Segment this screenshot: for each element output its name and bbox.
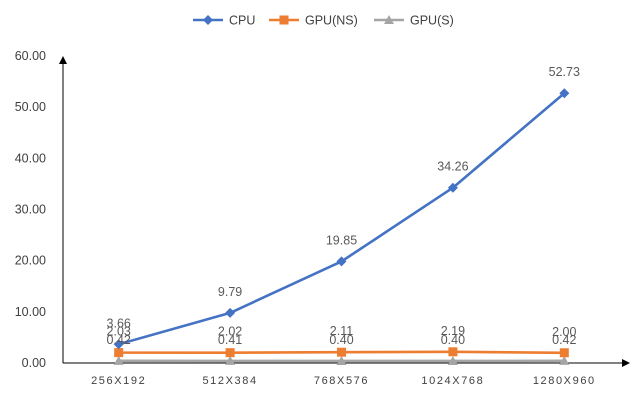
legend-marker: [279, 15, 289, 25]
data-label: 2.11: [330, 324, 353, 338]
data-label: 3.66: [107, 316, 131, 330]
data-label: 0.40: [441, 333, 465, 347]
y-axis-arrow: [59, 56, 67, 64]
data-label: 0.40: [329, 333, 353, 347]
legend-label: CPU: [229, 14, 255, 28]
data-label: 2.03: [107, 325, 131, 339]
x-axis-ticks: 256X192 512X384 768X576 1024X768 1280X960: [91, 375, 596, 387]
x-axis-arrow: [622, 359, 630, 367]
data-point: [447, 182, 458, 193]
legend-marker: [203, 15, 213, 25]
data-point: [336, 355, 347, 365]
y-tick-label: 0.00: [22, 356, 46, 370]
x-tick-label: 768X576: [314, 375, 369, 387]
data-label: 0.41: [218, 333, 242, 347]
data-labels: 3.66 9.79 19.85 34.26 52.73 2.03 2.02 2.11 2.19 2…: [107, 65, 580, 347]
data-point: [225, 307, 236, 318]
y-tick-label: 50.00: [15, 100, 46, 114]
data-label: 2.00: [552, 325, 576, 339]
chart-legend: CPU GPU(NS) GPU(S): [193, 14, 454, 28]
y-tick-label: 10.00: [15, 305, 46, 319]
chart-series: [113, 88, 570, 365]
data-point: [447, 355, 458, 365]
data-label: 19.85: [326, 233, 357, 247]
data-point: [448, 347, 458, 357]
y-axis-ticks: 0.00 10.00 20.00 30.00 40.00 50.00 60.00: [15, 49, 46, 370]
data-point: [225, 355, 236, 365]
data-label: 2.19: [441, 324, 465, 338]
data-point: [113, 339, 124, 350]
legend-marker: [384, 15, 394, 24]
y-tick-label: 60.00: [15, 49, 46, 63]
y-tick-label: 20.00: [15, 254, 46, 268]
chart-axes: [59, 56, 630, 367]
data-label: 52.73: [549, 65, 580, 79]
data-label: 9.79: [218, 285, 242, 299]
x-tick-label: 1280X960: [533, 375, 596, 387]
data-point: [559, 355, 570, 365]
data-point: [337, 347, 346, 357]
data-point: [114, 348, 124, 358]
x-tick-label: 1024X768: [421, 375, 484, 387]
data-point: [559, 88, 570, 99]
legend-label: GPU(S): [410, 14, 454, 28]
data-point: [336, 256, 347, 267]
data-point: [113, 355, 124, 365]
y-tick-label: 30.00: [15, 203, 46, 217]
data-label: 0.42: [552, 333, 576, 347]
y-tick-label: 40.00: [15, 151, 46, 165]
x-tick-label: 512X384: [202, 375, 257, 387]
x-tick-label: 256X192: [91, 375, 146, 387]
data-label: 2.02: [218, 325, 242, 339]
data-label: 0.42: [107, 333, 131, 347]
data-point: [225, 348, 235, 358]
legend-label: GPU(NS): [305, 14, 358, 28]
series-line-cpu: [118, 92, 566, 346]
data-point: [559, 348, 569, 358]
data-label: 34.26: [437, 160, 468, 174]
